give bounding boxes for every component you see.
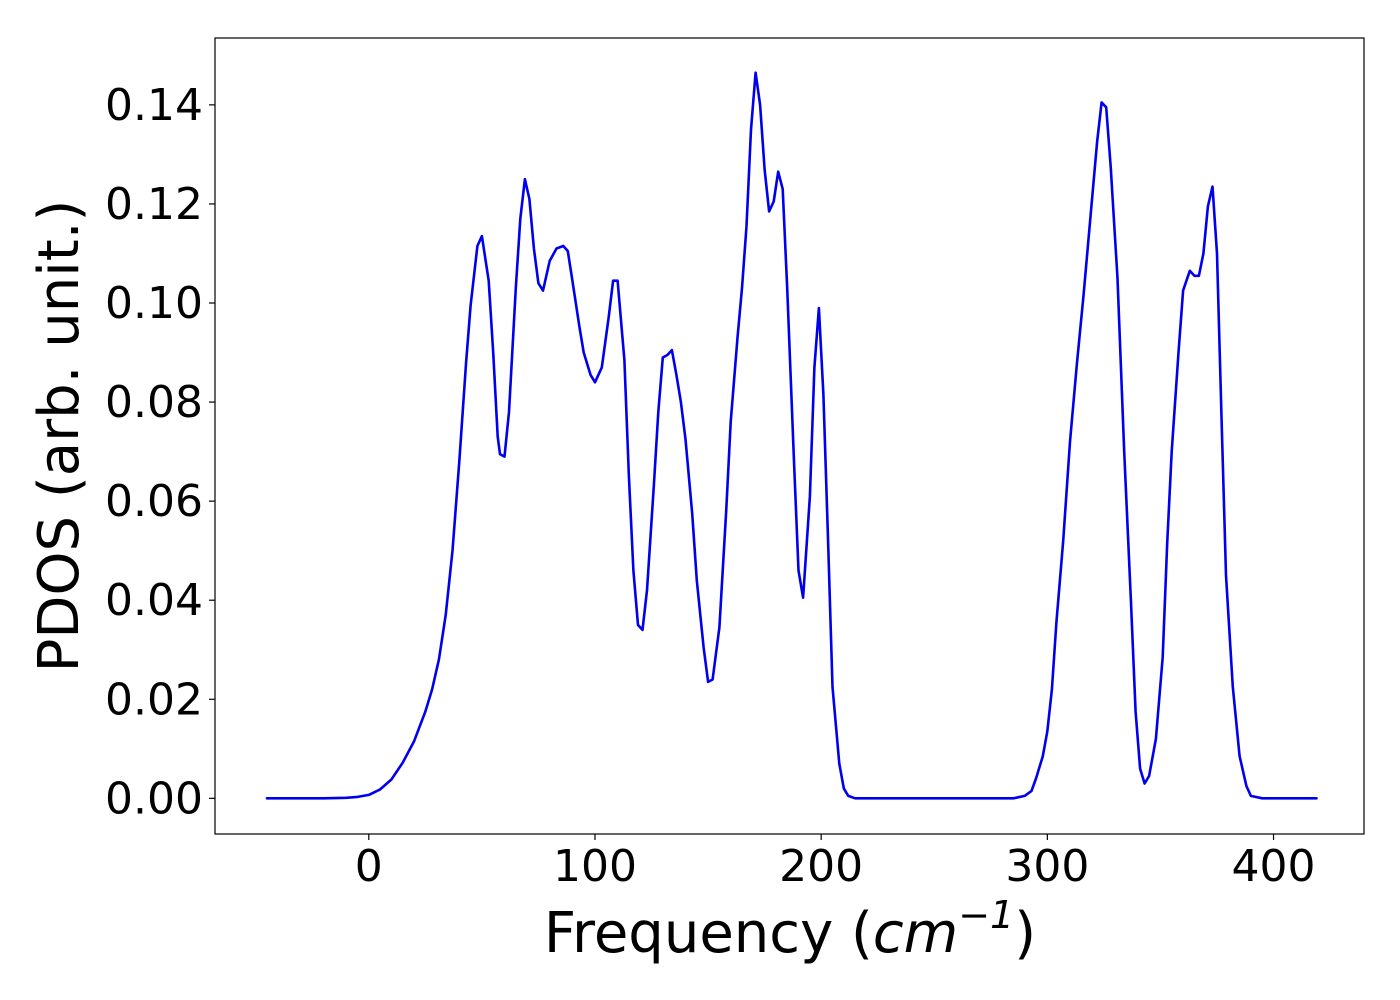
x-axis-label-unit-exponent: −1 bbox=[958, 893, 1014, 937]
y-tick-label: 0.12 bbox=[105, 179, 203, 230]
x-tick-label: 0 bbox=[355, 841, 383, 892]
y-tick-label: 0.10 bbox=[105, 278, 203, 329]
x-tick-label: 300 bbox=[1005, 841, 1089, 892]
x-tick-label: 100 bbox=[553, 841, 637, 892]
y-tick-label: 0.02 bbox=[105, 674, 203, 725]
x-tick-label: 200 bbox=[779, 841, 863, 892]
y-tick-label: 0.06 bbox=[105, 476, 203, 527]
y-tick-label: 0.08 bbox=[105, 377, 203, 428]
y-tick-label: 0.00 bbox=[105, 773, 203, 824]
x-axis-label-suffix: ) bbox=[1014, 901, 1036, 966]
y-tick-label: 0.14 bbox=[105, 80, 203, 131]
y-tick-label: 0.04 bbox=[105, 575, 203, 626]
y-axis-label: PDOS (arb. unit.) bbox=[27, 200, 92, 673]
x-axis-label-unit-base: cm bbox=[873, 901, 958, 966]
x-tick-label: 400 bbox=[1232, 841, 1316, 892]
x-axis-label-prefix: Frequency ( bbox=[544, 901, 873, 966]
